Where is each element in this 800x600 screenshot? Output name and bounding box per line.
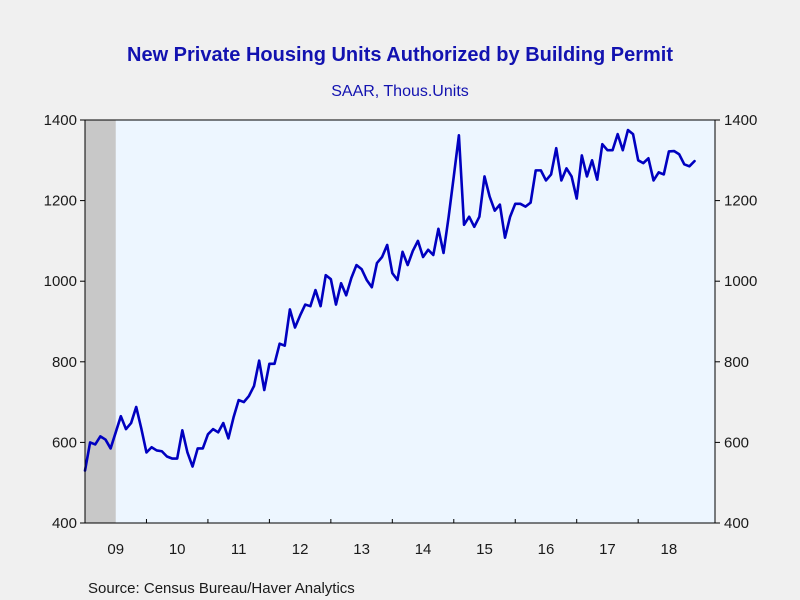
x-tick-label: 15	[476, 541, 493, 558]
source-note: Source: Census Bureau/Haver Analytics	[88, 580, 355, 597]
chart-title: New Private Housing Units Authorized by …	[127, 44, 673, 66]
plot-frame	[84, 119, 716, 524]
plot-area	[85, 120, 715, 523]
y-tick-label-left: 1200	[44, 193, 77, 210]
y-tick-label-right: 1400	[724, 112, 757, 129]
x-tick-label: 18	[661, 541, 678, 558]
x-tick-label: 13	[353, 541, 370, 558]
y-tick-label-right: 800	[724, 354, 749, 371]
x-tick-label: 09	[107, 541, 124, 558]
series-line	[83, 128, 696, 472]
y-tick-label-left: 600	[52, 434, 77, 451]
axes-layer: 400 400 600 600 800 800 1000 1000 1200 1200 1400 14…	[44, 112, 758, 558]
y-tick-label-right: 1200	[724, 193, 757, 210]
y-tick-label-right: 600	[724, 434, 749, 451]
y-tick-label-left: 1000	[44, 273, 77, 290]
x-tick-label: 14	[415, 541, 432, 558]
chart-subtitle: SAAR, Thous.Units	[331, 83, 469, 100]
x-tick-label: 17	[599, 541, 616, 558]
x-tick-label: 11	[231, 541, 247, 558]
y-tick-label-right: 400	[724, 515, 749, 532]
series-layer	[83, 128, 696, 472]
y-tick-label-left: 1400	[44, 112, 77, 129]
recession-shading	[85, 120, 116, 523]
y-tick-label-right: 1000	[724, 273, 757, 290]
x-tick-label: 16	[538, 541, 555, 558]
y-tick-label-left: 400	[52, 515, 77, 532]
x-tick-label: 10	[169, 541, 186, 558]
x-tick-label: 12	[292, 541, 309, 558]
y-tick-label-left: 800	[52, 354, 77, 371]
